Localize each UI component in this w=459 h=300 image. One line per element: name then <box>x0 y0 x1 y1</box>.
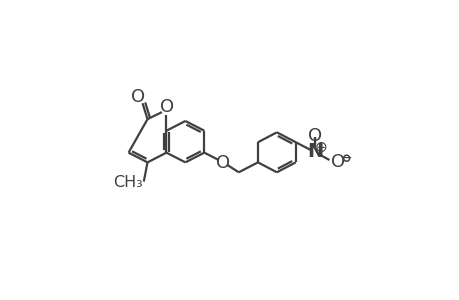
Text: −: − <box>340 151 352 165</box>
Text: N: N <box>306 142 322 161</box>
Text: O: O <box>307 128 321 146</box>
Text: ⊕: ⊕ <box>314 140 327 154</box>
Text: O: O <box>330 153 344 171</box>
Text: CH₃: CH₃ <box>112 175 142 190</box>
Text: O: O <box>159 98 174 116</box>
Text: O: O <box>131 88 145 106</box>
Text: O: O <box>216 154 230 172</box>
